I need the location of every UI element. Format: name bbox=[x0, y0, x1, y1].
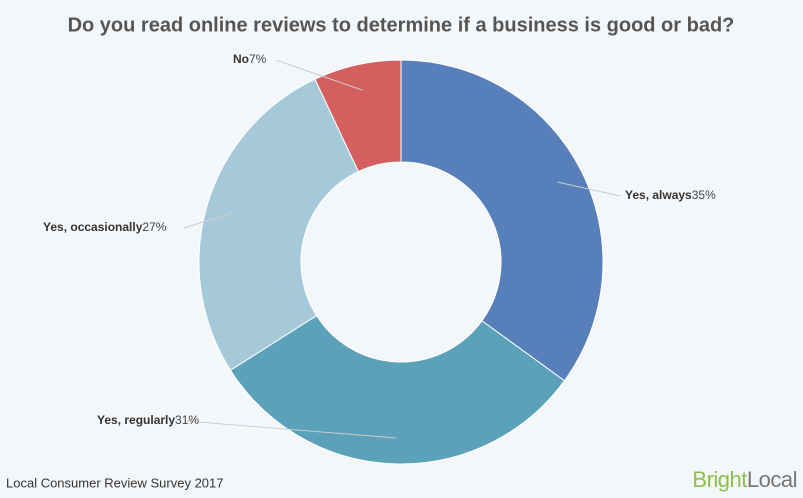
logo-part: Local bbox=[747, 467, 797, 492]
donut-slice bbox=[229, 314, 566, 465]
value-label: 35% bbox=[692, 188, 716, 202]
leader-line bbox=[557, 181, 621, 197]
logo-part: Bright bbox=[692, 467, 747, 492]
category-label: Yes, occasionally bbox=[43, 220, 143, 234]
value-label: 7% bbox=[249, 52, 267, 66]
category-label: No bbox=[233, 52, 249, 66]
logo: BrightLocal bbox=[692, 467, 797, 492]
category-label: Yes, regularly bbox=[97, 413, 175, 427]
donut-slice bbox=[400, 59, 604, 382]
leader-line bbox=[183, 212, 233, 229]
chart-title: Do you read online reviews to determine … bbox=[68, 14, 735, 36]
donut-slice bbox=[314, 59, 402, 173]
data-label: Yes, regularly31% bbox=[97, 413, 199, 427]
value-label: 27% bbox=[142, 220, 166, 234]
value-label: 31% bbox=[175, 413, 199, 427]
donut-slice bbox=[198, 78, 360, 371]
data-label: Yes, occasionally27% bbox=[43, 220, 167, 234]
data-label: Yes, always35% bbox=[625, 188, 716, 202]
source-note: Local Consumer Review Survey 2017 bbox=[6, 475, 224, 490]
data-label: No7% bbox=[233, 52, 267, 66]
leader-line bbox=[185, 420, 396, 439]
leader-line bbox=[275, 59, 363, 91]
category-label: Yes, always bbox=[625, 188, 692, 202]
